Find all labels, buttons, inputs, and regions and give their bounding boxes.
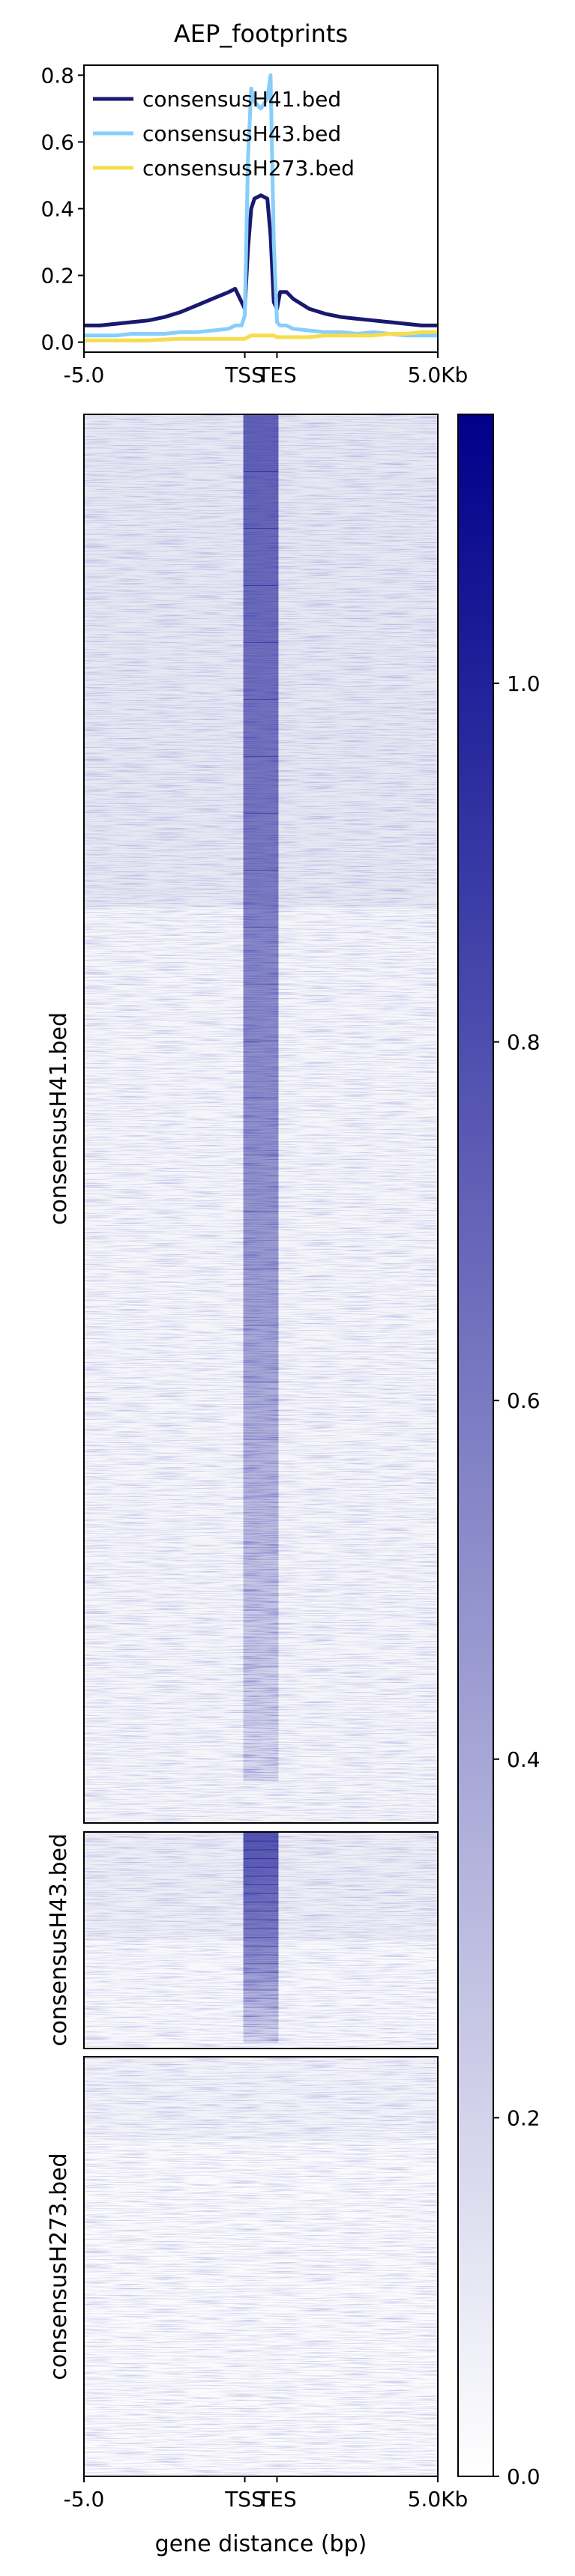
profile-x-tick-label: TES — [256, 363, 297, 387]
heatmap-x-tick-label: TSS — [224, 2487, 265, 2512]
heatmap-h41-panel — [83, 414, 439, 1824]
y-tick-label: 0.2 — [40, 264, 74, 288]
legend-label-0: consensusH41.bed — [142, 87, 341, 112]
profile-x-tick-label: -5.0 — [64, 363, 105, 387]
profile-line-0 — [84, 193, 438, 327]
colorbar — [457, 414, 494, 2477]
profile-x-tick-label: 5.0Kb — [408, 363, 469, 387]
legend: consensusH41.bed consensusH43.bed consensu… — [93, 87, 355, 181]
legend-label-1: consensusH43.bed — [142, 121, 341, 146]
heatmap-peak-texture — [243, 1832, 279, 2043]
group-label-h273: consensusH273.bed — [46, 2153, 72, 2380]
y-tick-label: 0.8 — [40, 63, 74, 88]
colorbar-tick-label: 0.8 — [507, 1030, 541, 1055]
heatmap-texture — [84, 2057, 438, 2476]
heatmap-h43-panel — [83, 1831, 439, 2049]
heatmap-x-tick-label: -5.0 — [64, 2487, 105, 2512]
colorbar-tick-label: 0.0 — [507, 2464, 541, 2489]
y-tick-label: 0.0 — [40, 330, 74, 355]
profile-lines — [84, 73, 438, 342]
heatmap-x-tick-label: 5.0Kb — [408, 2487, 469, 2512]
colorbar-tick-label: 0.2 — [507, 2105, 541, 2130]
group-label-h43: consensusH43.bed — [46, 1833, 72, 2046]
legend-label-2: consensusH273.bed — [142, 156, 355, 181]
group-label-h41: consensusH41.bed — [46, 1012, 72, 1225]
heatmap-peak-texture — [243, 414, 279, 1781]
heatmap-x-tick-label: TES — [256, 2487, 297, 2512]
profile-title: AEP_footprints — [174, 19, 348, 48]
colorbar-tick-label: 0.6 — [507, 1388, 541, 1413]
profile-x-tick-label: TSS — [224, 363, 265, 387]
colorbar-tick-label: 0.4 — [507, 1747, 541, 1772]
profile-line-2 — [84, 330, 438, 342]
colorbar-tick-label: 1.0 — [507, 671, 541, 696]
y-tick-label: 0.6 — [40, 130, 74, 154]
profile-line-1 — [84, 73, 438, 338]
colorbar-ticks: 0.0 0.2 0.4 0.6 0.8 1.0 — [493, 671, 541, 2489]
heatmap-x-label: gene distance (bp) — [155, 2531, 367, 2557]
heatmap-h273-panel — [83, 2056, 439, 2477]
profile-y-axis: 0.0 0.2 0.4 0.6 0.8 — [40, 63, 84, 355]
y-tick-label: 0.4 — [40, 197, 74, 222]
